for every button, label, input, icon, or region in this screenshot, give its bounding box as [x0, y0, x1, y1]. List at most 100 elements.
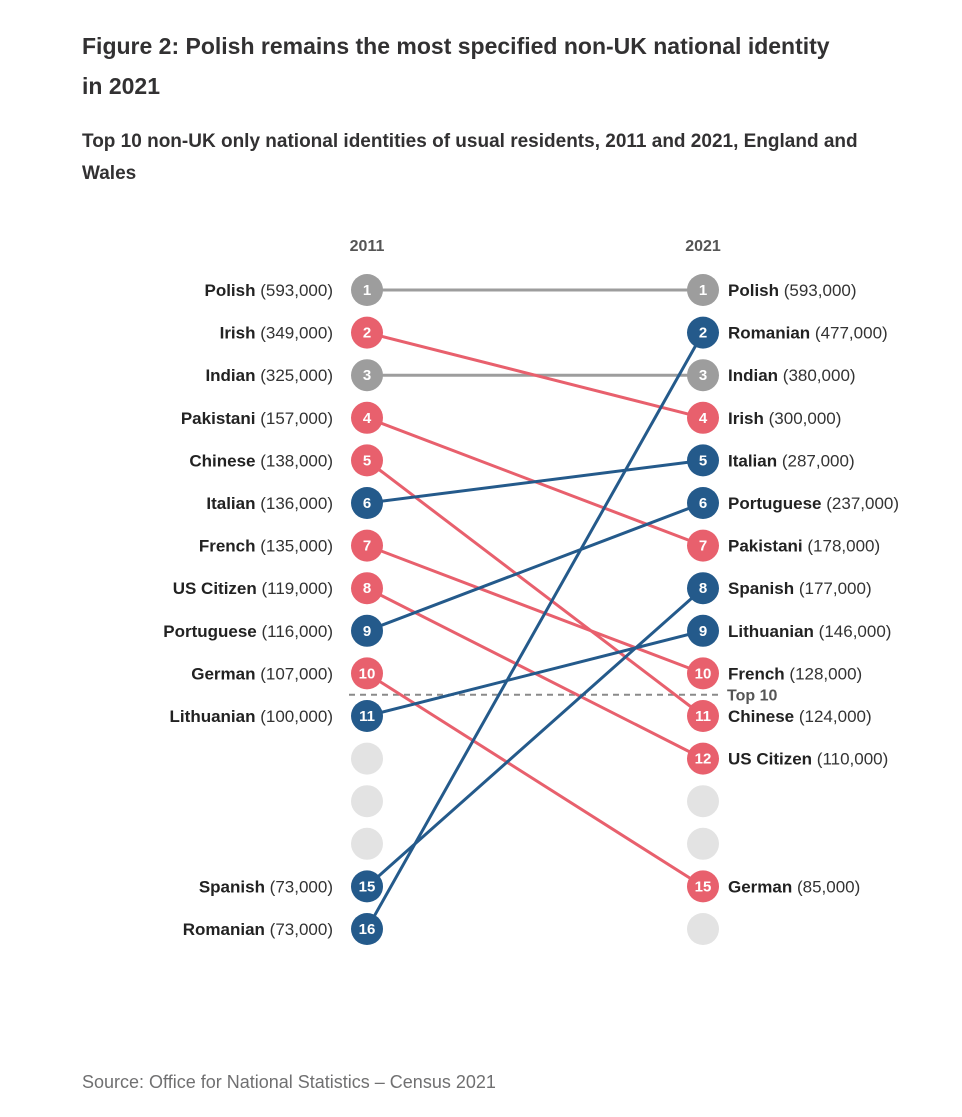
- rank-number-2011-indian: 3: [363, 367, 371, 384]
- label-2011-name: Irish: [220, 324, 256, 343]
- label-2021-value: (237,000): [822, 494, 900, 513]
- rank-number-2011-spanish: 15: [359, 878, 376, 895]
- rank-marker-2021-portuguese: [687, 487, 719, 519]
- label-2011-indian: Indian (325,000): [205, 366, 333, 385]
- label-2021-indian: Indian (380,000): [728, 366, 856, 385]
- empty-rank-2011: [351, 742, 383, 775]
- label-2021-irish: Irish (300,000): [728, 409, 841, 428]
- slope-line-romanian: [365, 331, 705, 930]
- label-2021-name: Chinese: [728, 707, 794, 726]
- label-2011-name: Romanian: [183, 920, 265, 939]
- rank-marker-2011-german: [351, 657, 383, 690]
- label-2021-polish: Polish (593,000): [728, 281, 857, 300]
- label-2011-name: Italian: [206, 494, 255, 513]
- label-2021-value: (146,000): [814, 622, 892, 641]
- label-2021-name: Italian: [728, 451, 777, 470]
- connector-lines: [349, 288, 720, 930]
- rank-number-2011-chinese: 5: [363, 452, 371, 469]
- rank-marker-2011-polish: [351, 274, 383, 306]
- rank-number-2011-polish: 1: [363, 282, 371, 299]
- rank-marker-2011-us-citizen: [351, 572, 383, 605]
- rank-marker-2011-spanish: [351, 870, 383, 903]
- rank-marker-2011-pakistani: [351, 401, 383, 434]
- label-2011-value: (73,000): [265, 920, 333, 939]
- label-2021-romanian: Romanian (477,000): [728, 324, 888, 343]
- rank-number-2021-us-citizen: 12: [695, 751, 712, 768]
- rank-marker-2021-polish: [687, 274, 719, 306]
- rank-marker-2021-us-citizen: [687, 742, 719, 775]
- rank-number-2011-lithuanian: 11: [359, 708, 375, 725]
- label-2021-spanish: Spanish (177,000): [728, 579, 872, 598]
- label-2021-german: German (85,000): [728, 877, 860, 896]
- label-2011-value: (100,000): [256, 707, 334, 726]
- label-2021-us-citizen: US Citizen (110,000): [728, 750, 888, 769]
- rank-number-2021-indian: 3: [699, 367, 707, 384]
- label-2011-value: (325,000): [256, 366, 334, 385]
- rank-marker-2021-romanian: [687, 316, 719, 349]
- rank-marker-2021-indian: [687, 359, 719, 392]
- label-2011-name: Chinese: [189, 451, 255, 470]
- rank-marker-2011-portuguese: [351, 614, 383, 647]
- label-2021-value: (110,000): [812, 750, 888, 769]
- label-2021-lithuanian: Lithuanian (146,000): [728, 622, 891, 641]
- label-2021-name: German: [728, 877, 792, 896]
- rank-number-2021-romanian: 2: [699, 325, 707, 342]
- rank-marker-2011-french: [351, 529, 383, 562]
- label-2011-french: French (135,000): [199, 537, 333, 556]
- empty-rank-2021: [687, 913, 719, 945]
- rank-number-2011-italian: 6: [363, 495, 371, 512]
- label-2021-value: (380,000): [778, 366, 856, 385]
- rank-number-2021-polish: 1: [699, 282, 707, 299]
- top-10-label: Top 10: [727, 688, 777, 705]
- label-2011-lithuanian: Lithuanian (100,000): [170, 707, 333, 726]
- label-2021-pakistani: Pakistani (178,000): [728, 537, 880, 556]
- label-2011-romanian: Romanian (73,000): [183, 920, 333, 939]
- slope-line-irish: [366, 331, 704, 420]
- rank-number-2021-pakistani: 7: [699, 538, 707, 555]
- label-2021-value: (85,000): [792, 877, 860, 896]
- rank-number-2011-portuguese: 9: [363, 623, 371, 640]
- rank-number-2021-irish: 4: [699, 410, 708, 427]
- chart-title: Figure 2: Polish remains the most specif…: [82, 33, 830, 99]
- rank-marker-2021-irish: [687, 401, 719, 434]
- rank-marker-2011-irish: [351, 316, 383, 349]
- rank-marker-2021-german: [687, 870, 719, 903]
- label-2021-value: (477,000): [810, 324, 888, 343]
- label-2021-value: (593,000): [779, 281, 857, 300]
- label-2011-name: Spanish: [199, 877, 265, 896]
- rank-number-2021-french: 10: [695, 665, 712, 682]
- label-2021-portuguese: Portuguese (237,000): [728, 494, 899, 513]
- label-2021-value: (177,000): [794, 579, 872, 598]
- label-2021-name: Lithuanian: [728, 622, 814, 641]
- empty-rank-2011: [351, 785, 383, 818]
- rank-marker-2021-spanish: [687, 572, 719, 605]
- label-2011-value: (349,000): [256, 324, 334, 343]
- label-2011-name: Polish: [204, 281, 255, 300]
- label-2011-us-citizen: US Citizen (119,000): [173, 579, 333, 598]
- slope-line-french: [366, 544, 704, 675]
- rank-marker-2021-french: [687, 657, 719, 690]
- label-2021-value: (178,000): [803, 537, 881, 556]
- label-2021-value: (128,000): [785, 664, 863, 683]
- rank-number-2011-irish: 2: [363, 325, 371, 342]
- label-2011-italian: Italian (136,000): [206, 494, 333, 513]
- rank-number-2021-spanish: 8: [699, 580, 707, 597]
- label-2021-french: French (128,000): [728, 664, 862, 683]
- rank-number-2011-french: 7: [363, 538, 371, 555]
- rank-marker-2011-romanian: [351, 913, 383, 945]
- label-2011-value: (136,000): [256, 494, 334, 513]
- slope-line-lithuanian: [366, 629, 704, 718]
- empty-rank-markers: [351, 742, 719, 945]
- label-2011-portuguese: Portuguese (116,000): [163, 622, 333, 641]
- label-2021-chinese: Chinese (124,000): [728, 707, 872, 726]
- label-2011-name: Indian: [205, 366, 255, 385]
- label-2021-italian: Italian (287,000): [728, 451, 855, 470]
- label-2021-name: US Citizen: [728, 750, 812, 769]
- rank-number-2021-lithuanian: 9: [699, 623, 707, 640]
- rank-marker-2011-chinese: [351, 444, 383, 477]
- rank-number-2011-romanian: 16: [359, 921, 376, 938]
- empty-rank-2021: [687, 785, 719, 818]
- rank-number-2021-german: 15: [695, 878, 712, 895]
